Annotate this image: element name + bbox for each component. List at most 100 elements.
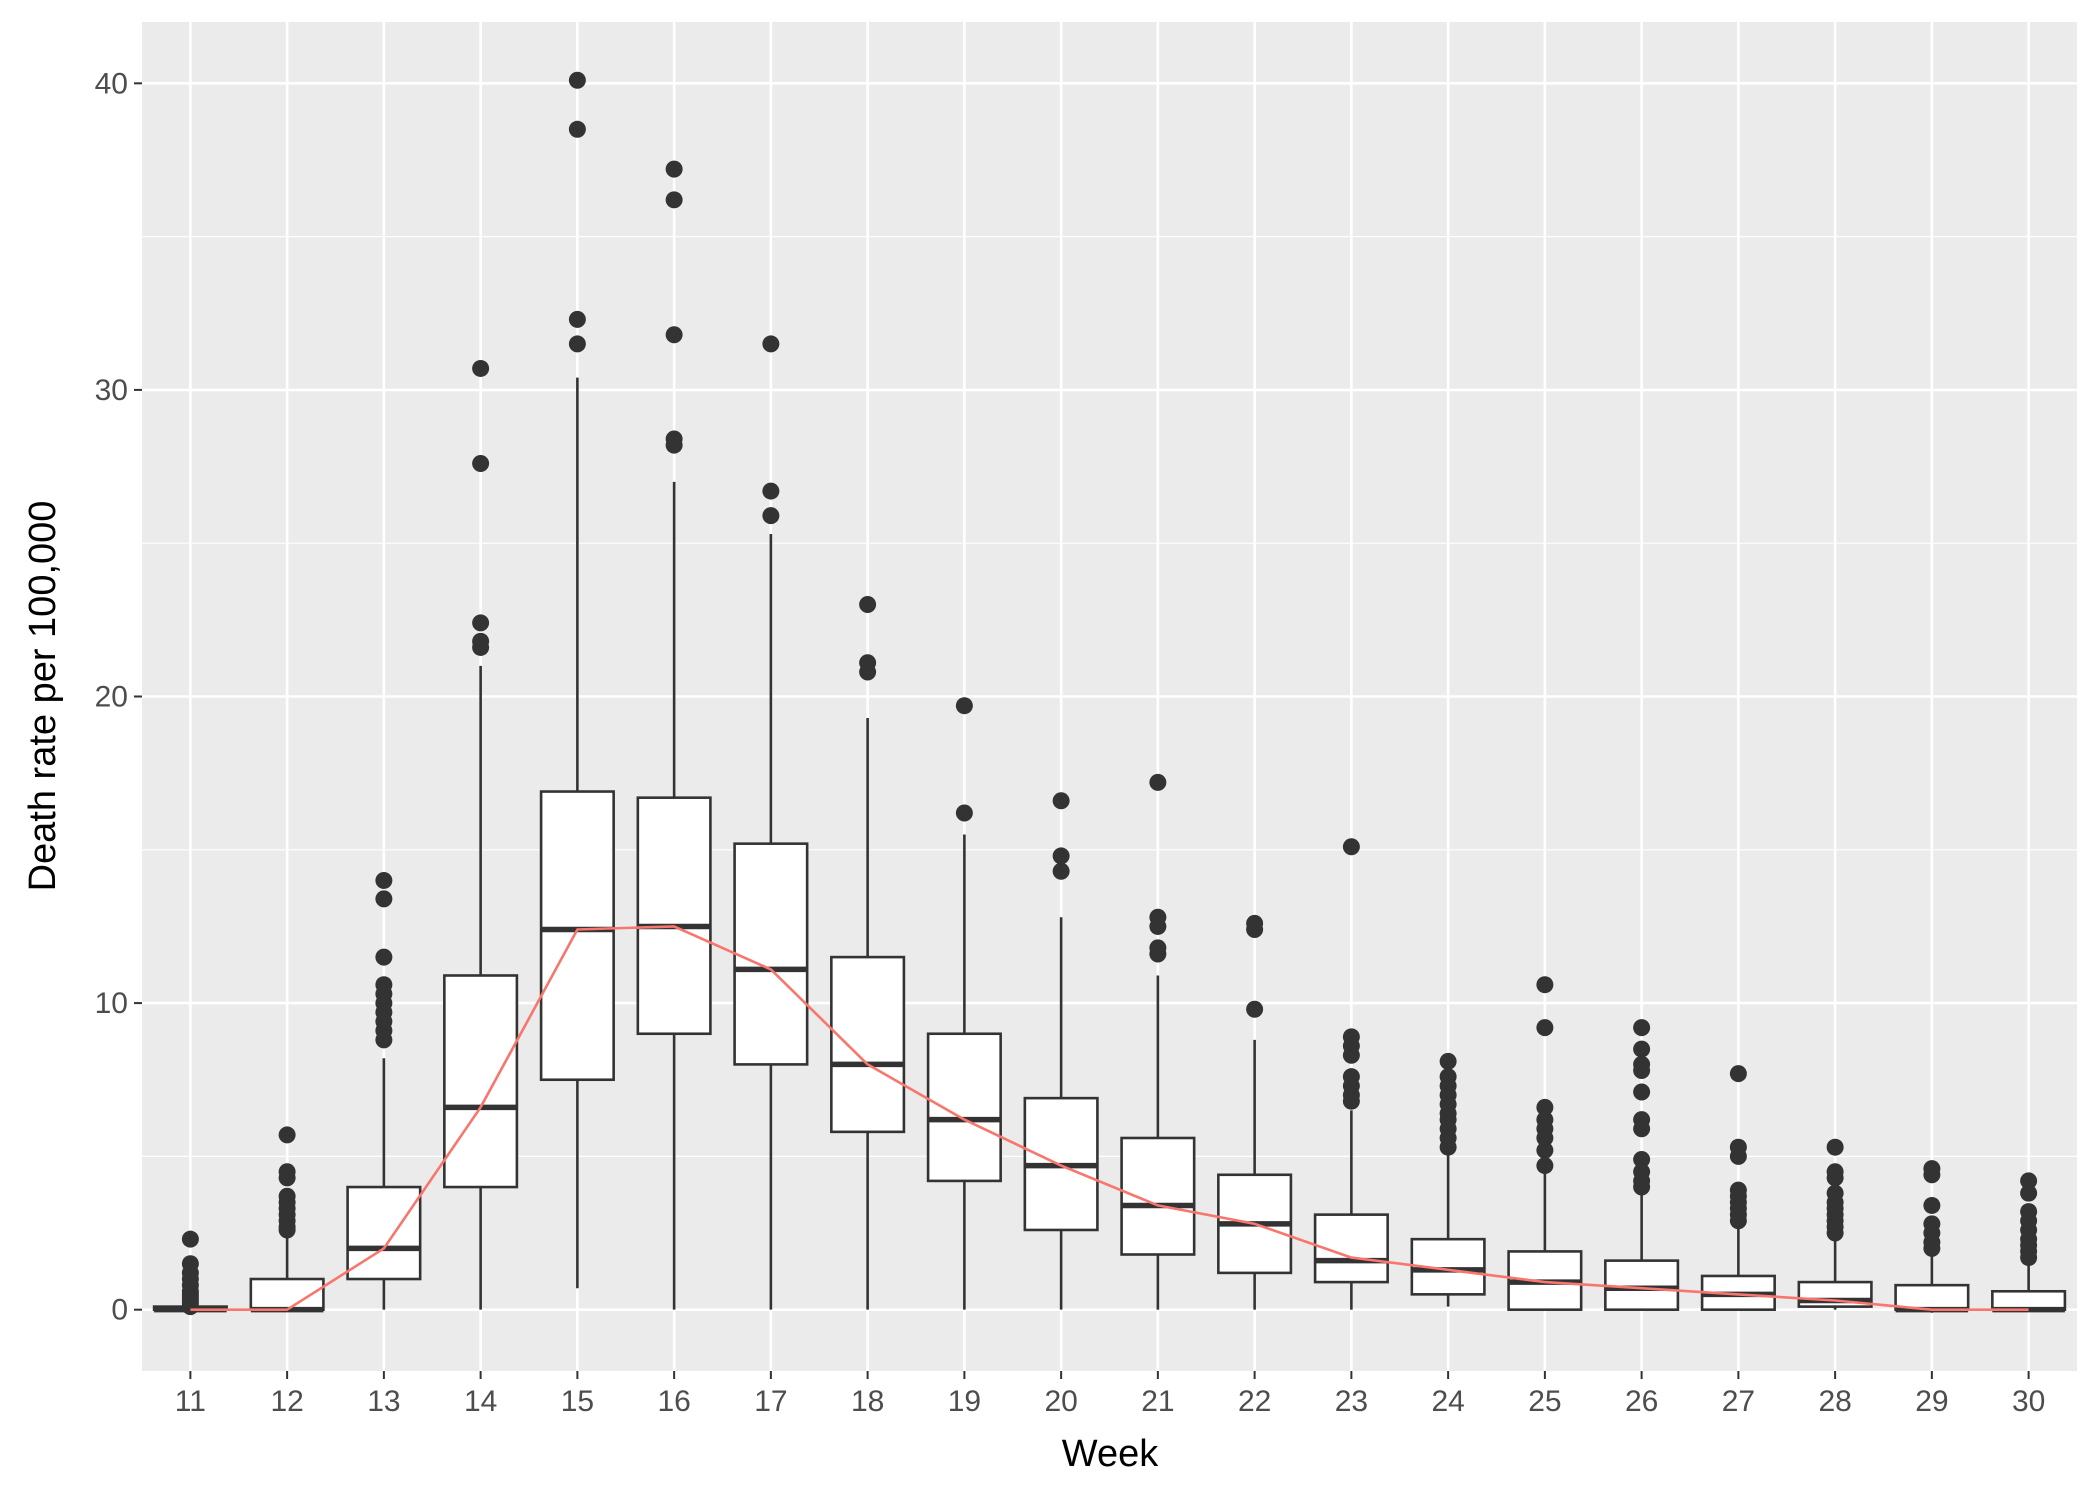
- outlier-point: [1052, 792, 1070, 810]
- outlier-point: [375, 948, 393, 966]
- outlier-point: [472, 614, 490, 632]
- outlier-point: [1342, 838, 1360, 856]
- outlier-point: [1149, 773, 1167, 791]
- box-week-30: [1991, 1172, 2067, 1313]
- outlier-point: [375, 871, 393, 889]
- outlier-point: [762, 507, 780, 525]
- outlier-point: [1536, 976, 1554, 994]
- x-tick-label: 23: [1335, 1385, 1368, 1418]
- x-tick-label: 14: [464, 1385, 497, 1418]
- box-week-20: [1023, 792, 1099, 1310]
- box-week-27: [1700, 1065, 1776, 1311]
- outlier-point: [2020, 1172, 2038, 1190]
- outlier-point: [1633, 1062, 1651, 1080]
- outlier-point: [1536, 1129, 1554, 1147]
- y-tick-label: 10: [95, 987, 128, 1020]
- outlier-point: [1633, 1083, 1651, 1101]
- x-tick-label: 15: [561, 1385, 594, 1418]
- outlier-point: [1342, 1092, 1360, 1110]
- x-tick-label: 13: [367, 1385, 400, 1418]
- x-tick-label: 20: [1044, 1385, 1077, 1418]
- box-week-25: [1507, 976, 1583, 1311]
- outlier-point: [568, 71, 586, 89]
- x-tick-label: 29: [1915, 1385, 1948, 1418]
- outlier-point: [1923, 1166, 1941, 1184]
- outlier-point: [1826, 1224, 1844, 1242]
- box-week-14: [443, 359, 519, 1310]
- outlier-point: [1246, 1000, 1264, 1018]
- outlier-point: [472, 454, 490, 472]
- outlier-point: [1923, 1196, 1941, 1214]
- outlier-point: [955, 697, 973, 715]
- outlier-point: [859, 596, 877, 614]
- outlier-point: [1826, 1169, 1844, 1187]
- x-tick-label: 11: [175, 1385, 206, 1418]
- box-body: [1894, 1283, 1970, 1311]
- outlier-point: [2020, 1184, 2038, 1202]
- outlier-point: [1052, 862, 1070, 880]
- outlier-point: [1149, 917, 1167, 935]
- outlier-point: [1923, 1239, 1941, 1257]
- x-tick-label: 17: [754, 1385, 787, 1418]
- outlier-point: [1729, 1147, 1747, 1165]
- outlier-point: [181, 1230, 199, 1248]
- box-week-26: [1604, 1019, 1680, 1311]
- x-tick-label: 18: [851, 1385, 884, 1418]
- x-tick-label: 27: [1722, 1385, 1755, 1418]
- outlier-point: [278, 1126, 296, 1144]
- outlier-point: [472, 638, 490, 656]
- box-body: [636, 796, 712, 1036]
- box-body: [830, 955, 906, 1134]
- median-line-layer: [190, 925, 2029, 1311]
- box-body: [733, 842, 809, 1066]
- outlier-point: [1536, 1157, 1554, 1175]
- outlier-point: [1633, 1040, 1651, 1058]
- outlier-point: [665, 436, 683, 454]
- outlier-point: [665, 160, 683, 178]
- outlier-point: [1536, 1141, 1554, 1159]
- x-tick-label: 24: [1431, 1385, 1464, 1418]
- outlier-point: [1536, 1019, 1554, 1037]
- x-tick-label: 22: [1238, 1385, 1271, 1418]
- box-week-22: [1217, 914, 1293, 1310]
- outlier-point: [278, 1169, 296, 1187]
- outlier-point: [568, 120, 586, 138]
- y-tick-label: 40: [95, 67, 128, 100]
- outlier-point: [955, 804, 973, 822]
- outlier-point: [859, 663, 877, 681]
- box-body: [1604, 1259, 1680, 1311]
- y-tick-label: 0: [111, 1294, 128, 1327]
- outlier-point: [472, 359, 490, 377]
- box-week-29: [1894, 1160, 1970, 1313]
- x-axis-title: Week: [1062, 1433, 1159, 1475]
- outlier-point: [181, 1298, 199, 1316]
- outlier-point: [1342, 1046, 1360, 1064]
- median-trend-line: [190, 925, 2029, 1311]
- box-week-13: [346, 871, 422, 1310]
- outlier-point: [1633, 1019, 1651, 1037]
- x-tick-label: 19: [948, 1385, 981, 1418]
- x-tick-label: 21: [1141, 1385, 1174, 1418]
- outlier-point: [1246, 921, 1264, 939]
- y-axis-title: Death rate per 100,000: [22, 501, 64, 892]
- box-body: [443, 974, 519, 1189]
- y-tick-label: 20: [95, 681, 128, 714]
- outlier-point: [1826, 1138, 1844, 1156]
- outlier-point: [665, 191, 683, 209]
- outlier-point: [1536, 1098, 1554, 1116]
- outlier-point: [2020, 1249, 2038, 1267]
- outlier-point: [1052, 847, 1070, 865]
- y-axis: 0 10 20 30 40: [95, 67, 142, 1327]
- y-tick-label: 30: [95, 374, 128, 407]
- outlier-point: [1439, 1052, 1457, 1070]
- x-tick-label: 26: [1625, 1385, 1658, 1418]
- box-body: [926, 1032, 1002, 1183]
- x-tick-label: 30: [2012, 1385, 2045, 1418]
- outlier-point: [375, 1031, 393, 1049]
- outlier-point: [1633, 1150, 1651, 1168]
- outlier-point: [375, 890, 393, 908]
- outlier-point: [278, 1221, 296, 1239]
- x-tick-label: 25: [1528, 1385, 1561, 1418]
- outlier-point: [762, 482, 780, 500]
